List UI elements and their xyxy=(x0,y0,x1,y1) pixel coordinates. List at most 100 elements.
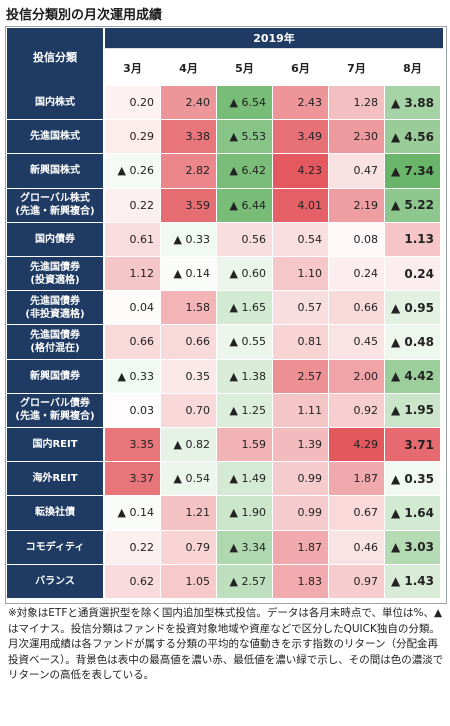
value-cell: 0.92 xyxy=(329,393,385,428)
value-cell: ▲ 5.22 xyxy=(385,188,441,223)
page-title: 投信分類別の月次運用成績 xyxy=(6,8,163,23)
value-cell: 0.57 xyxy=(273,291,329,326)
value-cell: 1.11 xyxy=(273,393,329,428)
month-header: 5月 xyxy=(217,49,272,86)
row-label: 国内株式 xyxy=(7,86,103,121)
value-cell: 1.28 xyxy=(329,86,385,121)
value-cell: ▲ 0.26 xyxy=(105,154,161,189)
value-cell: ▲ 4.56 xyxy=(385,120,441,155)
value-cell: 0.66 xyxy=(161,325,217,360)
month-header: 4月 xyxy=(161,49,216,86)
value-cell: 4.23 xyxy=(273,154,329,189)
row-label: バランス xyxy=(7,564,103,599)
value-cell: 0.22 xyxy=(105,530,161,565)
value-cell: ▲ 1.65 xyxy=(217,291,273,326)
value-cell: ▲ 0.14 xyxy=(161,257,217,292)
value-cell: ▲ 1.49 xyxy=(217,462,273,497)
value-cell: 1.05 xyxy=(161,564,217,599)
value-cell: 0.54 xyxy=(273,222,329,257)
month-header: 3月 xyxy=(105,49,160,86)
value-cell: 1.58 xyxy=(161,291,217,326)
row-label: 転換社債 xyxy=(7,496,103,531)
month-header: 6月 xyxy=(273,49,328,86)
value-cell: 0.81 xyxy=(273,325,329,360)
value-cell: ▲ 1.90 xyxy=(217,496,273,531)
value-cell: 0.35 xyxy=(161,359,217,394)
value-cell: 0.08 xyxy=(329,222,385,257)
value-cell: ▲ 1.43 xyxy=(385,564,441,599)
value-cell: ▲ 0.14 xyxy=(105,496,161,531)
month-header: 8月 xyxy=(385,49,440,86)
value-cell: 2.57 xyxy=(273,359,329,394)
value-cell: 0.70 xyxy=(161,393,217,428)
value-cell: 3.59 xyxy=(161,188,217,223)
value-cell: 1.87 xyxy=(329,462,385,497)
row-label: 海外REIT xyxy=(7,462,103,497)
value-cell: ▲ 5.53 xyxy=(217,120,273,155)
value-cell: ▲ 1.25 xyxy=(217,393,273,428)
value-cell: ▲ 3.03 xyxy=(385,530,441,565)
row-label: コモディティ xyxy=(7,530,103,565)
value-cell: 2.19 xyxy=(329,188,385,223)
value-cell: 4.29 xyxy=(329,428,385,463)
row-label: グローバル株式 (先進・新興複合) xyxy=(7,188,103,223)
value-cell: 2.82 xyxy=(161,154,217,189)
value-cell: ▲ 0.48 xyxy=(385,325,441,360)
value-cell: 0.24 xyxy=(329,257,385,292)
value-cell: ▲ 2.57 xyxy=(217,564,273,599)
value-cell: 3.37 xyxy=(105,462,161,497)
value-cell: 1.39 xyxy=(273,428,329,463)
value-cell: ▲ 0.55 xyxy=(217,325,273,360)
footnote: ※対象はETFと通貨選択型を除く国内追加型株式投信。データは各月末時点で、単位は… xyxy=(8,607,444,682)
value-cell: ▲ 0.35 xyxy=(385,462,441,497)
value-cell: 3.71 xyxy=(385,428,441,463)
row-label: 新興国債券 xyxy=(7,359,103,394)
value-cell: 0.79 xyxy=(161,530,217,565)
value-cell: 1.83 xyxy=(273,564,329,599)
value-cell: ▲ 0.82 xyxy=(161,428,217,463)
value-cell: 0.29 xyxy=(105,120,161,155)
value-cell: 4.01 xyxy=(273,188,329,223)
value-cell: 3.49 xyxy=(273,120,329,155)
value-cell: ▲ 6.42 xyxy=(217,154,273,189)
row-label: 先進国債券 (格付混在) xyxy=(7,325,103,360)
value-cell: 1.87 xyxy=(273,530,329,565)
value-cell: ▲ 4.42 xyxy=(385,359,441,394)
row-label: 新興国株式 xyxy=(7,154,103,189)
value-cell: ▲ 1.95 xyxy=(385,393,441,428)
value-cell: 0.62 xyxy=(105,564,161,599)
value-cell: 0.45 xyxy=(329,325,385,360)
row-label: グローバル債券 (先進・新興複合) xyxy=(7,393,103,428)
value-cell: ▲ 0.33 xyxy=(105,359,161,394)
value-cell: 0.97 xyxy=(329,564,385,599)
value-cell: 0.99 xyxy=(273,496,329,531)
value-cell: ▲ 0.54 xyxy=(161,462,217,497)
value-cell: ▲ 3.88 xyxy=(385,86,441,121)
value-cell: 1.21 xyxy=(161,496,217,531)
value-cell: ▲ 0.33 xyxy=(161,222,217,257)
value-cell: ▲ 6.54 xyxy=(217,86,273,121)
row-label: 先進国債券 (投資適格) xyxy=(7,257,103,292)
value-cell: 0.56 xyxy=(217,222,273,257)
row-label: 国内REIT xyxy=(7,428,103,463)
value-cell: 0.22 xyxy=(105,188,161,223)
value-cell: ▲ 1.64 xyxy=(385,496,441,531)
row-label: 先進国債券 (非投資適格) xyxy=(7,291,103,326)
value-cell: ▲ 0.95 xyxy=(385,291,441,326)
value-cell: ▲ 6.44 xyxy=(217,188,273,223)
value-cell: 0.47 xyxy=(329,154,385,189)
value-cell: 0.03 xyxy=(105,393,161,428)
value-cell: 1.12 xyxy=(105,257,161,292)
value-cell: ▲ 3.34 xyxy=(217,530,273,565)
value-cell: 1.13 xyxy=(385,222,441,257)
value-cell: 2.43 xyxy=(273,86,329,121)
value-cell: 0.66 xyxy=(105,325,161,360)
year-header: 2019年 xyxy=(105,28,443,49)
value-cell: 0.99 xyxy=(273,462,329,497)
row-label: 先進国株式 xyxy=(7,120,103,155)
value-cell: 0.24 xyxy=(385,257,441,292)
value-cell: 1.59 xyxy=(217,428,273,463)
value-cell: 3.38 xyxy=(161,120,217,155)
value-cell: ▲ 1.38 xyxy=(217,359,273,394)
month-header: 7月 xyxy=(329,49,384,86)
